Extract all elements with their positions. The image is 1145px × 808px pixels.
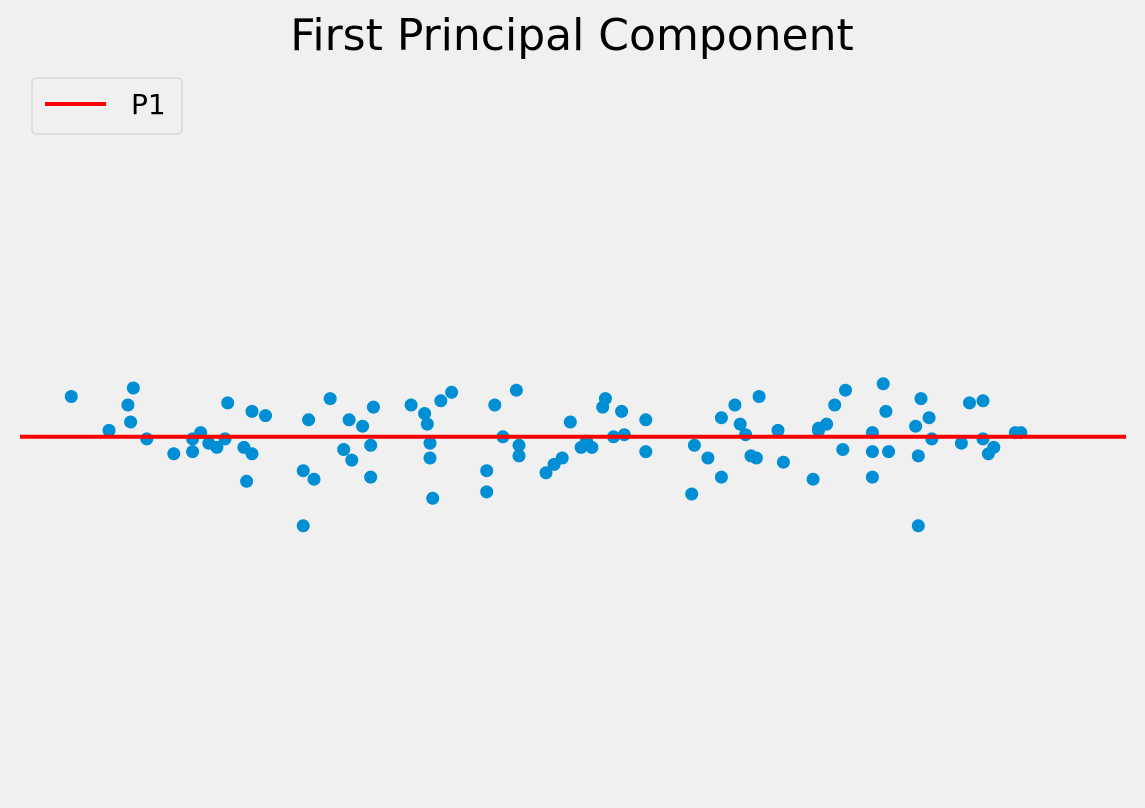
scatter-point-5: [140, 432, 154, 446]
scatter-point-61: [687, 438, 701, 452]
scatter-point-86: [909, 419, 923, 433]
scatter-point-28: [364, 438, 378, 452]
scatter-point-83: [876, 377, 890, 391]
scatter-point-63: [714, 411, 728, 425]
scatter-point-39: [480, 464, 494, 478]
scatter-point-25: [342, 413, 356, 427]
scatter-point-0: [64, 390, 78, 403]
scatter-point-48: [555, 451, 569, 465]
scatter-point-22: [307, 472, 321, 486]
scatter-point-13: [221, 396, 235, 410]
scatter-point-16: [245, 447, 259, 461]
scatter-point-54: [598, 392, 612, 406]
scatter-point-31: [404, 398, 418, 412]
scatter-point-23: [323, 392, 337, 406]
scatter-point-76: [820, 417, 834, 431]
scatter-point-33: [420, 417, 434, 431]
scatter-point-91: [925, 432, 939, 446]
scatter-point-35: [423, 451, 437, 465]
scatter-point-34: [423, 436, 437, 450]
scatter-point-36: [426, 491, 440, 505]
scatter-point-97: [987, 440, 1001, 454]
scatter-point-73: [806, 472, 820, 486]
scatter-point-95: [976, 432, 990, 446]
scatter-point-94: [976, 394, 990, 408]
scatter-point-37: [434, 394, 448, 408]
scatter-point-43: [509, 383, 523, 397]
scatter-point-77: [828, 398, 842, 412]
scatter-point-60: [685, 487, 699, 501]
scatter-point-4: [126, 381, 140, 395]
scatter-point-46: [539, 466, 553, 480]
scatter-point-66: [733, 417, 747, 431]
plot-area: [20, 377, 1126, 533]
scatter-point-79: [839, 383, 852, 397]
scatter-point-93: [963, 396, 976, 410]
scatter-point-59: [639, 413, 653, 427]
scatter-point-15: [240, 474, 254, 488]
scatter-point-29: [364, 470, 378, 484]
scatter-point-78: [836, 443, 850, 456]
scatter-point-88: [911, 519, 925, 533]
legend: P1: [31, 77, 183, 135]
scatter-point-24: [337, 443, 351, 456]
scatter-point-7: [186, 445, 200, 459]
scatter-point-82: [865, 470, 879, 484]
scatter-point-72: [776, 455, 790, 469]
scatter-point-6: [167, 447, 181, 461]
scatter-point-67: [739, 428, 753, 442]
chart-title: First Principal Component: [290, 10, 854, 61]
scatter-point-92: [954, 436, 968, 450]
scatter-point-27: [356, 419, 370, 433]
scatter-point-11: [210, 440, 224, 454]
scatter-point-90: [922, 411, 936, 425]
scatter-point-12: [218, 432, 232, 446]
scatter-point-65: [728, 398, 742, 412]
scatter-point-56: [615, 404, 629, 418]
scatter-point-64: [714, 470, 728, 484]
scatter-point-45: [512, 438, 526, 452]
scatter-point-52: [585, 440, 599, 454]
scatter-point-81: [865, 445, 879, 459]
scatter-point-70: [752, 390, 766, 403]
scatter-point-20: [296, 519, 310, 533]
legend-label-p1: P1: [131, 88, 166, 121]
scatter-point-32: [418, 407, 432, 420]
scatter-point-69: [749, 451, 763, 465]
scatter-point-62: [701, 451, 715, 465]
scatter-point-40: [480, 485, 494, 499]
scatter-point-85: [882, 445, 896, 459]
scatter-point-71: [771, 423, 785, 437]
scatter-point-41: [488, 398, 502, 412]
scatter-point-18: [259, 409, 272, 423]
scatter-point-89: [914, 392, 928, 406]
scatter-point-30: [366, 400, 380, 414]
scatter-point-21: [302, 413, 316, 427]
scatter-point-49: [563, 415, 577, 429]
scatter-point-44: [512, 449, 526, 463]
scatter-point-87: [911, 449, 925, 463]
scatter-point-26: [345, 453, 359, 467]
scatter-point-84: [879, 404, 893, 418]
scatter-point-1: [102, 423, 116, 437]
scatter-point-2: [121, 398, 135, 412]
scatter-point-38: [445, 385, 459, 399]
scatter-point-58: [639, 445, 653, 459]
legend-frame: [31, 77, 183, 135]
scatter-point-3: [124, 415, 138, 429]
scatter-point-57: [617, 428, 631, 442]
scatter-point-17: [245, 404, 259, 418]
scatter-point-19: [296, 464, 310, 478]
